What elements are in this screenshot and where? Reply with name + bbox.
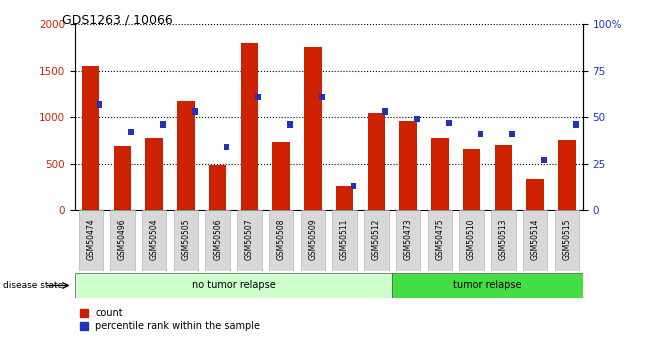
Bar [368,112,385,210]
FancyBboxPatch shape [364,210,389,271]
Bar [351,183,356,189]
Bar [392,273,583,298]
Text: GSM50474: GSM50474 [86,219,95,260]
FancyBboxPatch shape [206,210,230,271]
Bar [495,145,512,210]
Bar [209,165,227,210]
FancyBboxPatch shape [142,210,167,271]
Bar [114,146,132,210]
Text: GSM50510: GSM50510 [467,219,476,260]
Bar [304,47,322,210]
Text: no tumor relapse: no tumor relapse [191,280,275,290]
Bar [319,93,325,100]
Legend: count, percentile rank within the sample: count, percentile rank within the sample [79,308,260,332]
FancyBboxPatch shape [237,210,262,271]
Text: GDS1263 / 10066: GDS1263 / 10066 [62,14,173,27]
Bar [558,140,575,210]
Bar [399,121,417,210]
Text: GSM50505: GSM50505 [182,219,191,260]
Bar [287,121,293,128]
Text: GSM50496: GSM50496 [118,219,127,260]
Bar [224,144,229,150]
Bar [75,273,392,298]
Bar [509,131,515,137]
Bar [431,138,449,210]
FancyBboxPatch shape [301,210,325,271]
Bar [255,93,261,100]
Bar [526,179,544,210]
Text: GSM50504: GSM50504 [150,219,159,260]
Bar [336,186,353,210]
Bar [177,100,195,210]
Text: GSM50506: GSM50506 [213,219,222,260]
Bar [128,129,134,136]
Text: GSM50508: GSM50508 [277,219,286,260]
Text: GSM50507: GSM50507 [245,219,254,260]
Bar [382,108,388,115]
Bar [145,138,163,210]
Text: GSM50515: GSM50515 [562,219,572,260]
FancyBboxPatch shape [428,210,452,271]
Text: GSM50475: GSM50475 [436,219,445,260]
Bar [97,101,102,108]
Text: GSM50513: GSM50513 [499,219,508,260]
Bar [573,121,579,128]
Bar [192,108,198,115]
Text: GSM50514: GSM50514 [531,219,540,260]
FancyBboxPatch shape [396,210,421,271]
Bar [541,157,547,164]
FancyBboxPatch shape [333,210,357,271]
Bar [463,149,480,210]
Bar [160,121,166,128]
FancyBboxPatch shape [174,210,198,271]
Text: GSM50473: GSM50473 [404,219,413,260]
Text: disease state: disease state [3,281,64,290]
Text: GSM50512: GSM50512 [372,219,381,260]
FancyBboxPatch shape [491,210,516,271]
Text: GSM50511: GSM50511 [340,219,349,260]
Bar [446,120,452,126]
Bar [272,141,290,210]
FancyBboxPatch shape [523,210,547,271]
FancyBboxPatch shape [110,210,135,271]
FancyBboxPatch shape [555,210,579,271]
FancyBboxPatch shape [269,210,294,271]
Text: tumor relapse: tumor relapse [453,280,521,290]
Bar [241,43,258,210]
Bar [82,66,100,210]
FancyBboxPatch shape [460,210,484,271]
Text: GSM50509: GSM50509 [309,219,318,260]
Bar [478,131,483,137]
FancyBboxPatch shape [79,210,103,271]
Bar [414,116,420,122]
